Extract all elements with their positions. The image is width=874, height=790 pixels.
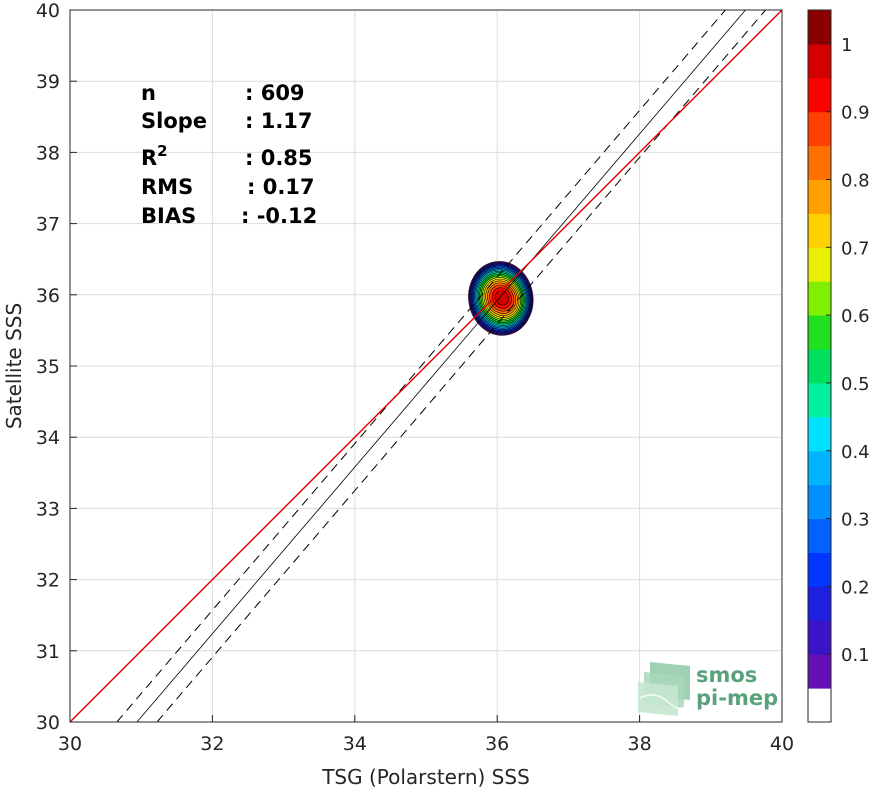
statistics-box: n : 609 Slope : 1.17 R2 : 0.85 RMS : 0.17 BIAS : … xyxy=(141,81,317,228)
stat-label: Slope xyxy=(141,109,207,133)
colorbar-segment xyxy=(808,10,831,45)
colorbar-segment xyxy=(808,111,831,147)
colorbar-segment xyxy=(808,382,831,418)
density-contour-level xyxy=(494,290,510,306)
stat-label: BIAS xyxy=(141,204,196,228)
x-tick-label: 36 xyxy=(485,733,509,755)
y-tick-label: 38 xyxy=(36,142,60,164)
colorbar-segment xyxy=(808,77,831,113)
colorbar-segment xyxy=(808,484,831,520)
y-tick-label: 37 xyxy=(36,214,60,236)
x-tick-label: 30 xyxy=(58,733,82,755)
colorbar-segment xyxy=(808,315,831,350)
regression-line xyxy=(136,9,746,723)
colorbar-segment xyxy=(808,213,831,248)
stat-label: RMS xyxy=(141,175,193,199)
stat-value: : -0.12 xyxy=(241,204,317,228)
stat-label: n xyxy=(141,81,156,105)
x-tick-label: 40 xyxy=(770,733,794,755)
stat-value: : 0.85 xyxy=(245,146,313,170)
colorbar-tick-label: 0.2 xyxy=(841,577,870,598)
colorbar-tick-label: 0.5 xyxy=(841,374,870,395)
logo-icon xyxy=(638,662,690,716)
stat-value: : 1.17 xyxy=(245,109,313,133)
logo-text-smos: smos xyxy=(696,663,757,687)
colorbar-segment xyxy=(808,620,831,655)
x-tick-label: 32 xyxy=(200,733,224,755)
identity-line xyxy=(69,9,783,723)
x-axis-label: TSG (Polarstern) SSS xyxy=(321,765,530,789)
colorbar-tick-label: 0.1 xyxy=(841,645,870,666)
stat-label-superscript: 2 xyxy=(157,142,167,160)
colorbar-segment xyxy=(808,688,831,723)
colorbar-segment xyxy=(808,349,831,384)
colorbar-tick-label: 0.6 xyxy=(841,306,870,327)
colorbar-tick-label: 1 xyxy=(841,35,852,56)
colorbar-tick-label: 0.8 xyxy=(841,171,870,192)
colorbar-frame xyxy=(807,9,832,723)
y-axis-label: Satellite SSS xyxy=(2,303,26,429)
colorbar-tick-label: 0.3 xyxy=(841,510,870,531)
colorbar-segment xyxy=(808,145,831,181)
colorbar-segment xyxy=(808,43,831,79)
colorbar-tick-label: 0.9 xyxy=(841,103,870,124)
colorbar-ticks: 0.1 0.2 0.3 0.4 0.5 0.6 0.7 0.8 0.9 1 xyxy=(826,35,870,666)
stat-label: R2 xyxy=(141,142,168,170)
stat-value: : 0.17 xyxy=(247,175,315,199)
colorbar-segment xyxy=(808,586,831,621)
colorbar-segment xyxy=(808,450,831,486)
colorbar-segment xyxy=(808,179,831,214)
confidence-bound-line xyxy=(116,9,726,723)
colorbar xyxy=(807,9,832,723)
y-tick-label: 40 xyxy=(36,0,60,22)
y-tick-label: 33 xyxy=(36,498,60,520)
colorbar-segment xyxy=(808,416,831,452)
y-tick-label: 30 xyxy=(36,712,60,734)
x-tick-label: 38 xyxy=(628,733,652,755)
regression-lines xyxy=(69,9,783,723)
stat-value: : 609 xyxy=(245,81,305,105)
colorbar-segment xyxy=(808,281,831,316)
logo-text-pimep: pi-mep xyxy=(696,686,778,710)
smos-pimep-logo: smos pi-mep xyxy=(638,662,778,716)
colorbar-tick-label: 0.7 xyxy=(841,238,870,259)
colorbar-tick-label: 0.4 xyxy=(841,442,870,463)
y-tick-label: 32 xyxy=(36,570,60,592)
x-tick-label: 34 xyxy=(343,733,367,755)
y-tick-label: 31 xyxy=(36,641,60,663)
colorbar-segment xyxy=(808,518,831,553)
x-axis-ticks: 30 32 34 36 38 40 xyxy=(58,715,794,755)
y-tick-label: 36 xyxy=(36,285,60,307)
y-tick-label: 34 xyxy=(36,427,60,449)
colorbar-segment xyxy=(808,247,831,282)
y-tick-label: 35 xyxy=(36,356,60,378)
y-tick-label: 39 xyxy=(36,71,60,93)
y-axis-ticks: 30 31 32 33 34 35 36 37 38 39 40 xyxy=(36,0,77,734)
density-contours xyxy=(468,261,534,336)
colorbar-segment xyxy=(808,654,831,689)
colorbar-segment xyxy=(808,552,831,587)
